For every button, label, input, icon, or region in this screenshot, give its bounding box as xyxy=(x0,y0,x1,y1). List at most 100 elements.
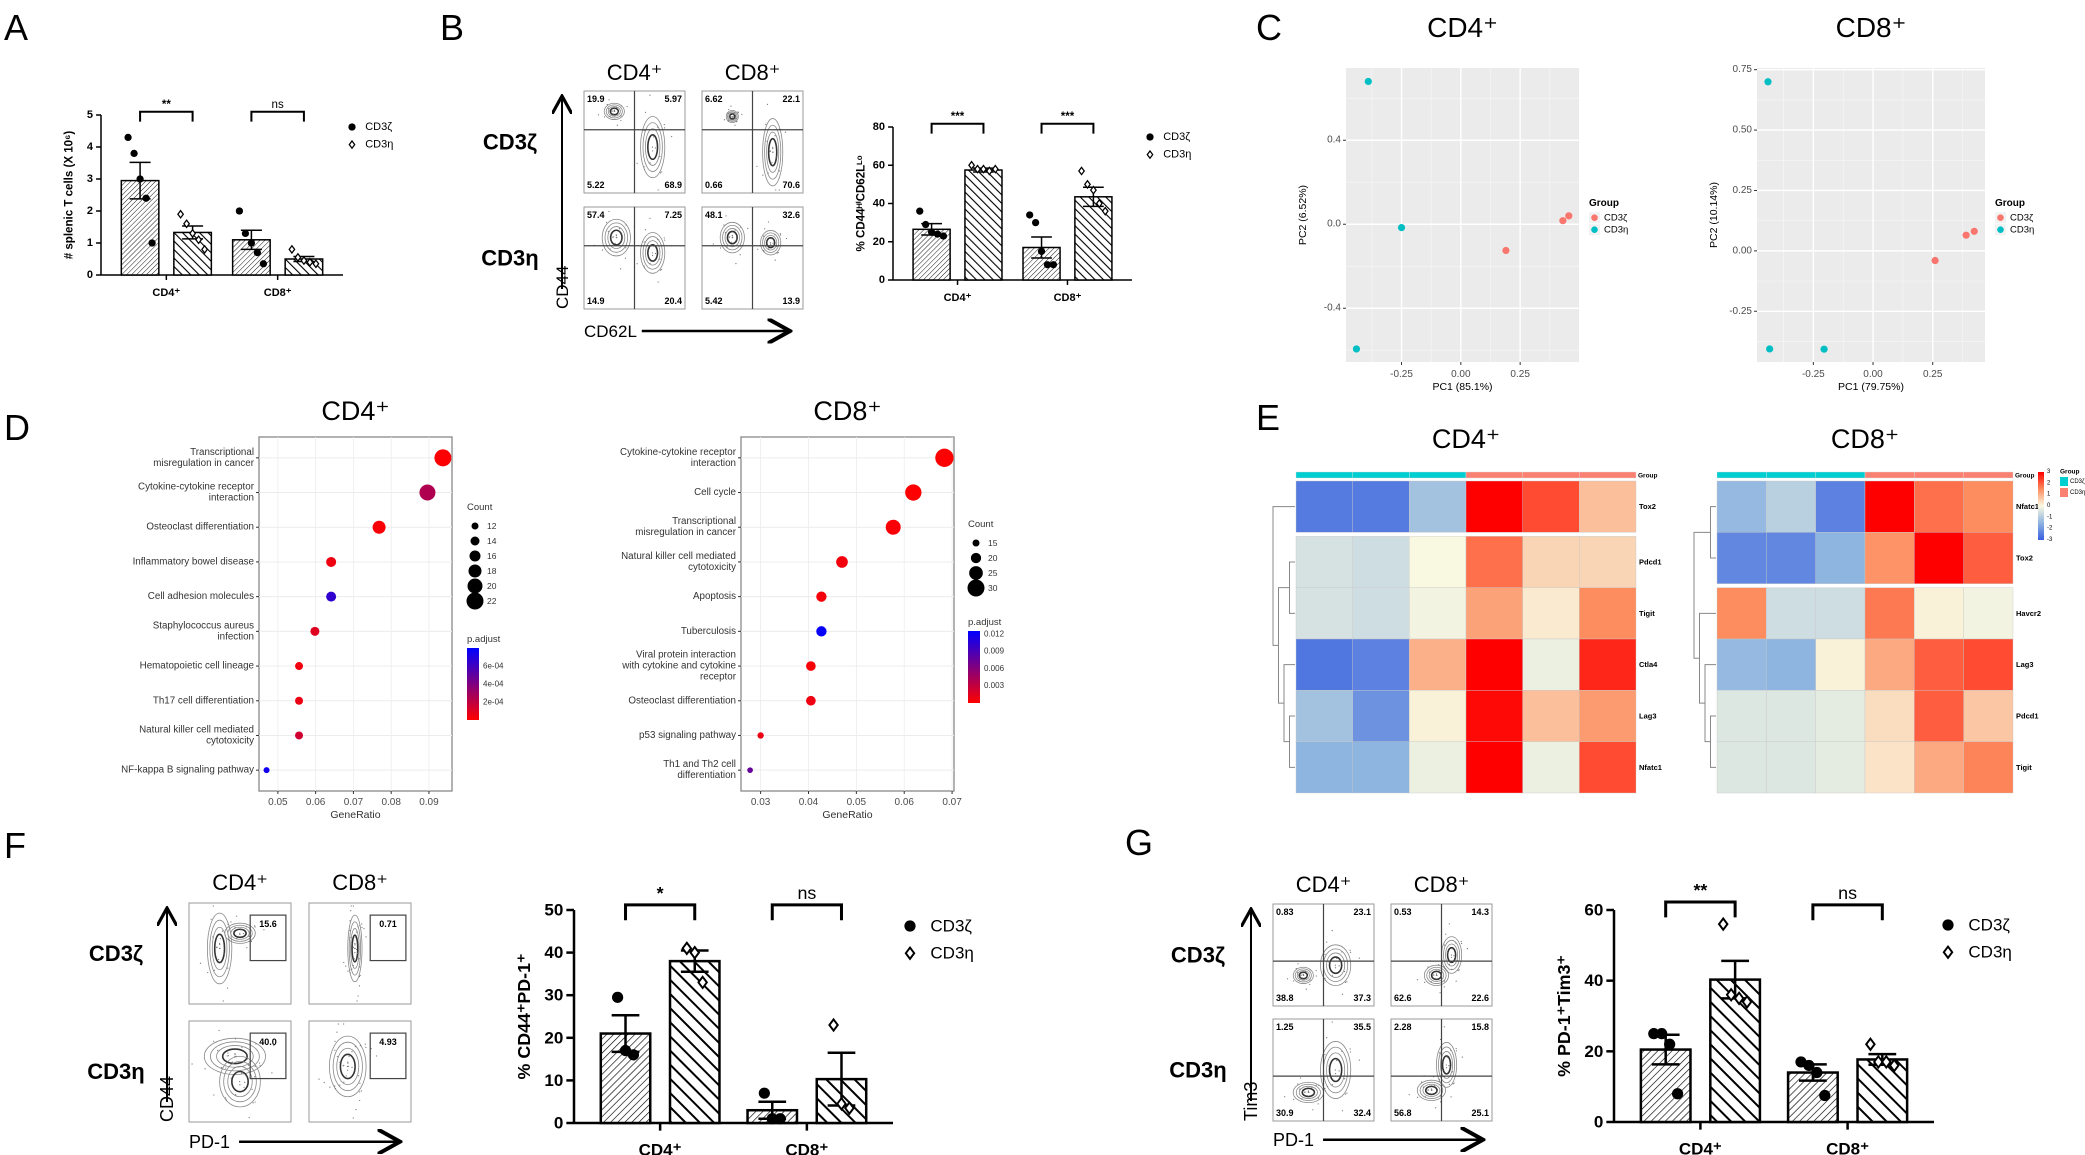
y-tick-label: 1 xyxy=(87,237,93,249)
bar-chart-a: 0 1 2 3 4 5 # splenic T cells (X 10⁶) CD4⁺ ** CD8… xyxy=(63,99,393,299)
term-label: Apoptosis xyxy=(693,591,736,602)
dot-plot-d-cd8: 0.03 0.04 0.05 0.06 0.07 GeneRatio CD8⁺ Cytokin… xyxy=(620,396,1005,821)
event-dot xyxy=(222,1000,224,1002)
contour-line xyxy=(1320,944,1352,986)
event-dot xyxy=(236,937,238,940)
plot-title: CD4⁺ xyxy=(321,396,389,426)
heatmap-cell xyxy=(1864,690,1915,742)
quadrant-percentage: 19.9 xyxy=(587,94,605,104)
data-point-diamond xyxy=(974,164,982,174)
event-dot xyxy=(624,257,627,259)
heatmap-cell xyxy=(1963,741,2014,794)
y-tick-label: 40 xyxy=(1584,971,1603,990)
heatmap-cell xyxy=(1522,741,1580,794)
event-dot xyxy=(1292,980,1295,982)
data-point-diamond xyxy=(836,1096,847,1112)
y-tick-label: 0 xyxy=(87,269,93,281)
data-point-circle xyxy=(1819,1089,1831,1102)
event-dot xyxy=(347,1065,350,1067)
event-dot xyxy=(247,1064,250,1066)
event-dot xyxy=(361,923,363,925)
column-title: CD4⁺ xyxy=(212,870,268,895)
x-tick-label: CD8⁺ xyxy=(785,1140,828,1155)
event-dot xyxy=(1448,1064,1450,1067)
event-dot xyxy=(734,124,736,126)
event-dot xyxy=(1315,1084,1317,1086)
event-dot xyxy=(1297,1083,1299,1085)
count-legend-dot xyxy=(466,592,484,610)
y-tick-label: 0.4 xyxy=(1327,135,1341,146)
term-label: Natural killer cell mediated xyxy=(621,551,736,562)
event-dot xyxy=(1349,951,1352,953)
flow-plot: 0.53 14.3 62.6 22.6 xyxy=(1390,903,1493,1007)
data-point-CD3η xyxy=(1764,78,1772,86)
event-dot xyxy=(1430,1088,1432,1090)
group-annotation-cell xyxy=(1766,471,1816,479)
term-label: interaction xyxy=(691,458,736,469)
dendrogram-branch xyxy=(1693,531,1711,659)
event-dot xyxy=(251,1088,253,1090)
event-dot xyxy=(355,948,358,951)
row-label: Pdcd1 xyxy=(2016,712,2039,721)
event-dot xyxy=(756,165,758,167)
event-dot xyxy=(219,938,222,940)
y-tick-label: 0.0 xyxy=(1327,219,1341,230)
plot-title: CD8⁺ xyxy=(813,396,881,426)
event-dot xyxy=(724,232,727,234)
data-point-CD3ζ xyxy=(1559,217,1567,225)
x-axis-label: CD62L xyxy=(584,322,637,341)
event-dot xyxy=(663,237,665,239)
event-dot xyxy=(1300,974,1302,976)
event-dot xyxy=(1318,1084,1320,1087)
heatmap-cell xyxy=(1914,587,1964,640)
event-dot xyxy=(357,995,359,997)
heatmap-cell xyxy=(1465,638,1523,691)
event-dot xyxy=(221,930,223,932)
event-dot xyxy=(1297,963,1299,965)
event-dot xyxy=(225,1099,227,1101)
enrichment-dot xyxy=(885,519,901,535)
y-tick-label: -0.25 xyxy=(1729,306,1752,317)
event-dot xyxy=(358,958,360,960)
event-dot xyxy=(775,189,777,191)
event-dot xyxy=(1430,981,1432,983)
event-dot xyxy=(727,120,729,122)
event-dot xyxy=(240,1072,243,1074)
quadrant-percentage: 57.4 xyxy=(587,210,605,220)
y-axis-label: CD44 xyxy=(157,1076,177,1122)
event-dot xyxy=(359,924,361,927)
event-dot xyxy=(1349,1051,1352,1053)
contour-line xyxy=(766,131,780,173)
event-dot xyxy=(347,1069,349,1071)
legend-label: CD3ζ xyxy=(930,917,972,936)
group-annotation-cell xyxy=(1716,471,1767,479)
event-dot xyxy=(643,265,645,267)
count-legend-dot xyxy=(469,550,481,562)
quadrant-percentage: 48.1 xyxy=(705,210,723,220)
x-tick-label: CD8⁺ xyxy=(1054,292,1082,304)
event-dot xyxy=(719,247,722,249)
y-tick-label: -0.4 xyxy=(1324,303,1342,314)
data-point-diamond xyxy=(697,975,709,990)
contour-line xyxy=(1328,1057,1343,1083)
event-dot xyxy=(351,943,353,945)
legend-label: CD3η xyxy=(2010,225,2034,236)
event-dot xyxy=(243,1086,245,1088)
heatmap-e-cd4: CD4⁺ Group Tox2 Pdcd1 Tigit Ctla4 Lag3 Nfatc1 xyxy=(1272,424,1662,794)
enrichment-dot xyxy=(295,731,304,740)
count-legend-label: 22 xyxy=(487,596,497,606)
event-dot xyxy=(1301,1098,1303,1100)
event-dot xyxy=(207,971,209,974)
count-legend-label: 18 xyxy=(487,566,497,576)
event-dot xyxy=(609,115,611,118)
quadrant-percentage: 14.3 xyxy=(1471,907,1489,917)
event-dot xyxy=(213,1040,215,1042)
flow-plots-g: CD4⁺ CD8⁺ CD3ζ CD3η Tim3 PD-1 0.83 23.1 38.8 37.3… xyxy=(1169,872,1493,1150)
x-tick-label: CD4⁺ xyxy=(944,292,972,304)
term-label: Cell adhesion molecules xyxy=(148,591,254,602)
event-dot xyxy=(219,944,221,946)
data-point-diamond xyxy=(1872,1054,1884,1070)
heatmap-cell xyxy=(1914,741,1964,794)
event-dot xyxy=(349,920,351,922)
event-dot xyxy=(736,239,738,241)
